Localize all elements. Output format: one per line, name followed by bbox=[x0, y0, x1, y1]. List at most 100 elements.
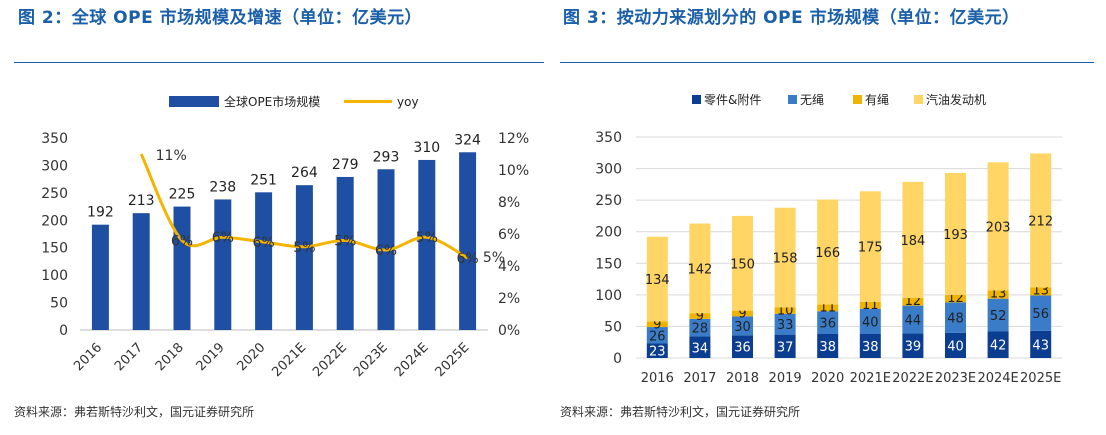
segment-value-label: 37 bbox=[777, 340, 794, 355]
bar-2021E bbox=[295, 185, 313, 330]
y-tick-label: 50 bbox=[50, 296, 68, 312]
x-tick-label: 2017 bbox=[112, 340, 146, 374]
segment-value-label: 158 bbox=[773, 252, 798, 267]
bar-2019 bbox=[214, 199, 232, 330]
bar-segment-汽油发动机 bbox=[774, 207, 796, 308]
segment-value-label: 212 bbox=[1028, 214, 1053, 229]
yoy-value-label: 5% bbox=[416, 230, 438, 246]
bar-segment-零件&附件 bbox=[945, 332, 966, 358]
segment-value-label: 26 bbox=[649, 329, 666, 344]
x-tick-label: 2019 bbox=[194, 340, 228, 374]
bar-value-label: 293 bbox=[373, 149, 400, 165]
segment-value-label: 39 bbox=[905, 340, 922, 355]
title-divider bbox=[14, 62, 544, 63]
segment-value-label: 44 bbox=[905, 313, 922, 328]
segment-value-label: 38 bbox=[862, 340, 879, 355]
bar-value-label: 251 bbox=[250, 172, 277, 188]
legend-label-bar: 全球OPE市场规模 bbox=[224, 94, 320, 109]
yoy-value-label: 5% bbox=[334, 233, 356, 249]
segment-value-label: 30 bbox=[734, 320, 751, 335]
bar-segment-有绳 bbox=[689, 313, 711, 319]
y-tick-label: 250 bbox=[595, 193, 622, 209]
y-tick-label: 300 bbox=[41, 158, 68, 174]
x-tick-label: 2021E bbox=[269, 340, 309, 380]
bar-value-label: 225 bbox=[169, 187, 196, 203]
segment-value-label: 150 bbox=[730, 257, 755, 272]
y-tick-label: 250 bbox=[41, 186, 68, 202]
segment-value-label: 193 bbox=[943, 228, 968, 243]
legend-swatch bbox=[914, 95, 923, 104]
bar-segment-汽油发动机 bbox=[689, 223, 711, 314]
y2-tick-label: 4% bbox=[498, 259, 520, 275]
yoy-value-label: 6% bbox=[375, 243, 397, 259]
y-tick-label: 0 bbox=[59, 323, 68, 339]
bar-segment-有绳 bbox=[859, 301, 881, 309]
x-tick-label: 2016 bbox=[71, 340, 105, 374]
bar-segment-无绳 bbox=[817, 311, 839, 335]
legend-label: 汽油发动机 bbox=[926, 92, 986, 107]
bar-segment-汽油发动机 bbox=[859, 191, 881, 302]
x-tick-label: 2020 bbox=[811, 371, 844, 386]
bar-segment-有绳 bbox=[987, 290, 1009, 299]
bar-segment-汽油发动机 bbox=[987, 162, 1009, 291]
segment-value-label: 142 bbox=[687, 262, 712, 277]
bar-segment-零件&附件 bbox=[646, 343, 668, 358]
bar-segment-无绳 bbox=[859, 308, 881, 335]
x-tick-label: 2024E bbox=[392, 340, 432, 380]
segment-value-label: 9 bbox=[653, 317, 661, 332]
bar-segment-汽油发动机 bbox=[817, 199, 839, 305]
segment-value-label: 42 bbox=[990, 339, 1007, 354]
y-tick-label: 50 bbox=[604, 319, 622, 335]
segment-value-label: 38 bbox=[819, 340, 836, 355]
bar-value-label: 238 bbox=[209, 179, 236, 195]
y-tick-label: 350 bbox=[41, 131, 68, 147]
legend-label-line: yoy bbox=[397, 95, 419, 109]
bar-segment-无绳 bbox=[902, 305, 924, 334]
legend-label: 无绳 bbox=[800, 93, 824, 107]
legend-label: 零件&附件 bbox=[704, 93, 761, 107]
x-tick-label: 2021E bbox=[850, 371, 891, 386]
segment-value-label: 184 bbox=[900, 234, 925, 249]
yoy-value-label: 11% bbox=[156, 148, 187, 164]
legend-swatch bbox=[853, 95, 862, 104]
bar-segment-汽油发动机 bbox=[1030, 153, 1052, 288]
y2-tick-label: 8% bbox=[498, 195, 520, 211]
bar-segment-有绳 bbox=[774, 307, 796, 314]
y2-tick-label: 12% bbox=[498, 131, 529, 147]
bar-2018 bbox=[173, 206, 191, 330]
legend-swatch bbox=[692, 95, 701, 104]
bar-2016 bbox=[91, 224, 109, 330]
segment-value-label: 43 bbox=[1032, 338, 1049, 353]
x-tick-label: 2025E bbox=[1020, 371, 1061, 386]
bar-segment-有绳 bbox=[646, 321, 668, 328]
segment-value-label: 56 bbox=[1032, 307, 1049, 322]
bar-segment-有绳 bbox=[817, 304, 839, 312]
segment-value-label: 28 bbox=[692, 322, 709, 337]
bar-segment-汽油发动机 bbox=[902, 181, 924, 299]
x-tick-label: 2018 bbox=[153, 340, 187, 374]
y-tick-label: 0 bbox=[613, 351, 622, 367]
title-divider bbox=[560, 62, 1094, 63]
bar-segment-无绳 bbox=[732, 316, 753, 336]
y-tick-label: 350 bbox=[595, 130, 622, 146]
bar-segment-汽油发动机 bbox=[945, 172, 966, 295]
segment-value-label: 9 bbox=[738, 307, 746, 322]
bar-value-label: 264 bbox=[291, 165, 318, 181]
segment-value-label: 40 bbox=[947, 339, 964, 354]
bar-segment-有绳 bbox=[1030, 287, 1052, 296]
segment-value-label: 33 bbox=[777, 318, 794, 333]
segment-value-label: 203 bbox=[986, 220, 1011, 235]
bar-segment-零件&附件 bbox=[987, 331, 1009, 358]
bar-segment-零件&附件 bbox=[1030, 330, 1052, 358]
y-tick-label: 300 bbox=[595, 162, 622, 178]
y2-tick-label: 0% bbox=[498, 323, 520, 339]
x-tick-label: 2025E bbox=[433, 340, 473, 380]
y-tick-label: 100 bbox=[595, 288, 622, 304]
ope-market-size-chart: 全球OPE市场规模 yoy 0 50 100 150 200 250 300 350 0% 2% 4% 6… bbox=[41, 94, 529, 380]
legend-label: 有绳 bbox=[865, 93, 889, 107]
y-tick-label: 200 bbox=[41, 213, 68, 229]
bar-segment-零件&附件 bbox=[689, 336, 711, 358]
bar-segment-无绳 bbox=[945, 302, 966, 333]
figure-3-source: 资料来源：弗若斯特沙利文，国元证券研究所 bbox=[560, 405, 801, 419]
bar-value-label: 324 bbox=[454, 132, 481, 148]
